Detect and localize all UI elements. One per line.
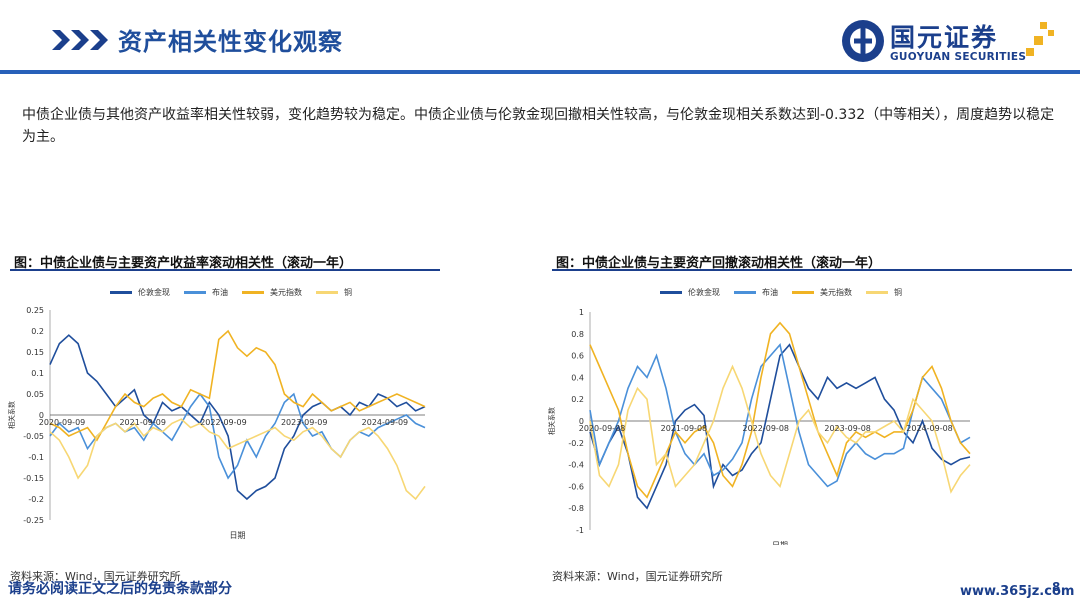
legend-item: 美元指数 [242, 287, 302, 298]
right-chart-source: 资料来源：Wind，国元证券研究所 [552, 570, 723, 583]
series-line [589, 321, 971, 499]
left-chart: 0.25 0.2 0.15 0.1 0.05 0 -0.05 -0.1 -0.15 -0.2 -0.… [7, 306, 426, 540]
x-tick-label: 2022-09-09 [200, 418, 247, 427]
legend-label: 铜 [894, 288, 902, 297]
y-tick-label: -0.05 [23, 432, 44, 441]
y-tick-label: 0.25 [26, 306, 44, 315]
x-tick-label: 2020-09-08 [579, 424, 626, 433]
y-axis-label: 相关系数 [7, 401, 16, 429]
chevrons-icon [52, 30, 108, 50]
watermark: www.365jz.com [960, 584, 1075, 599]
y-tick-label: -0.15 [23, 474, 44, 483]
legend-swatch [792, 291, 814, 294]
series-line [49, 418, 426, 501]
y-tick-label: 0.6 [571, 352, 584, 361]
legend-swatch [660, 291, 682, 294]
x-tick-label: 2021-09-09 [119, 418, 166, 427]
y-tick-label: -0.8 [568, 504, 584, 513]
legend-item: 铜 [866, 287, 902, 298]
legend-swatch [734, 291, 756, 294]
left-chart-title: 图：中债企业债与主要资产收益率滚动相关性（滚动一年） [14, 256, 353, 271]
legend-swatch [242, 291, 264, 294]
y-tick-label: 0.2 [31, 327, 44, 336]
x-tick-label: 2024-09-08 [906, 424, 953, 433]
x-axis-label: 日期 [772, 541, 788, 545]
right-chart-title: 图：中债企业债与主要资产回撤滚动相关性（滚动一年） [556, 256, 882, 271]
series-line [49, 334, 426, 501]
legend-swatch [866, 291, 888, 294]
y-tick-label: 0.8 [571, 330, 584, 339]
y-tick-label: 0.1 [31, 369, 44, 378]
right-chart-legend: 伦敦金现 布油 美元指数 铜 [660, 287, 902, 298]
legend-label: 布油 [212, 288, 228, 297]
page-title: 资产相关性变化观察 [118, 27, 343, 56]
series-line [589, 342, 971, 488]
y-axis-label: 相关系数 [547, 407, 556, 435]
legend-swatch [316, 291, 338, 294]
legend-item: 布油 [184, 287, 228, 298]
logo-icon [842, 20, 884, 62]
legend-item: 伦敦金现 [660, 287, 720, 298]
body-paragraph: 中债企业债与其他资产收益率相关性较弱，变化趋势较为稳定。中债企业债与伦敦金现回撤… [22, 107, 1055, 145]
series-line [589, 364, 971, 494]
x-tick-label: 2023-09-09 [281, 418, 328, 427]
right-chart-rule [552, 269, 1072, 271]
y-tick-label: 0 [39, 411, 44, 420]
left-chart-source: 资料来源：Wind，国元证券研究所 [10, 570, 181, 583]
legend-label: 布油 [762, 288, 778, 297]
y-tick-label: -0.2 [568, 439, 584, 448]
right-chart: 1 0.8 0.6 0.4 0.2 0 -0.2 -0.4 -0.6 -0.8 -1 2020-09-… [547, 308, 971, 545]
legend-label: 美元指数 [270, 288, 302, 297]
header: 资产相关性变化观察 国元证券 GUOYUAN SECURITIES [0, 0, 1080, 80]
x-tick-label: 2024-09-09 [362, 418, 409, 427]
legend-swatch [110, 291, 132, 294]
legend-label: 美元指数 [820, 288, 852, 297]
left-chart-legend: 伦敦金现 布油 美元指数 铜 [110, 287, 352, 298]
y-tick-label: -0.25 [23, 516, 44, 525]
y-tick-label: -0.2 [28, 495, 44, 504]
y-tick-label: -0.6 [568, 482, 584, 491]
company-logo: 国元证券 GUOYUAN SECURITIES [840, 16, 1060, 70]
y-tick-label: 0.4 [571, 373, 584, 382]
logo-text-en: GUOYUAN SECURITIES [890, 51, 1027, 63]
legend-item: 布油 [734, 287, 778, 298]
logo-squares-icon [1026, 22, 1054, 56]
y-tick-label: 0.15 [26, 348, 44, 357]
x-axis-label: 日期 [230, 531, 246, 540]
y-tick-label: 0.2 [571, 395, 584, 404]
x-tick-label: 2020-09-09 [39, 418, 86, 427]
y-tick-label: 1 [579, 308, 584, 317]
x-tick-label: 2023-09-08 [824, 424, 871, 433]
legend-label: 伦敦金现 [138, 288, 170, 297]
series-line [49, 329, 426, 442]
x-tick-label: 2021-09-08 [661, 424, 708, 433]
y-tick-label: -0.1 [28, 453, 44, 462]
legend-label: 铜 [344, 288, 352, 297]
disclaimer-note: 请务必阅读正文之后的免责条款部分 [8, 581, 232, 597]
legend-swatch [184, 291, 206, 294]
logo-text-cn: 国元证券 [890, 23, 999, 52]
legend-label: 伦敦金现 [688, 288, 720, 297]
legend-item: 铜 [316, 287, 352, 298]
left-chart-rule [10, 269, 440, 271]
y-tick-label: -0.4 [568, 461, 584, 470]
header-rule [0, 70, 1080, 74]
page-number: 8 [1052, 580, 1061, 594]
x-tick-label: 2022-09-08 [743, 424, 790, 433]
y-tick-label: 0 [579, 417, 584, 426]
y-tick-label: -1 [576, 526, 584, 535]
legend-item: 伦敦金现 [110, 287, 170, 298]
legend-item: 美元指数 [792, 287, 852, 298]
y-tick-label: 0.05 [26, 390, 44, 399]
